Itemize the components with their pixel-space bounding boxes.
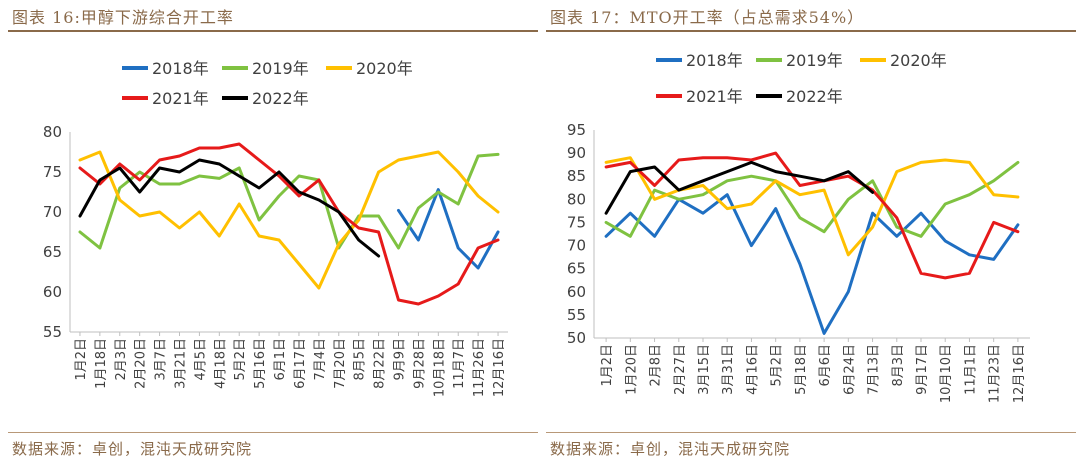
x-tick-label: 6月17日 [293,338,308,389]
x-tick-label: 5月2日 [233,338,248,381]
x-tick-label: 1月18日 [94,338,109,389]
legend-label: 2018年 [152,59,209,78]
series-line-2020年 [78,150,500,290]
x-tick-label: 7月20日 [333,338,348,389]
x-tick-label: 2月3日 [114,338,129,381]
x-tick-label: 3月15日 [697,344,712,395]
title-rule [546,30,1076,32]
legend-label: 2021年 [686,87,743,106]
legend-label: 2019年 [786,51,843,70]
legend-label: 2021年 [152,89,209,108]
y-tick-label: 50 [567,329,586,347]
x-tick-label: 2月8日 [649,344,664,387]
y-tick-label: 95 [567,121,586,139]
legend-label: 2020年 [890,51,947,70]
series-line-2022年 [78,158,381,258]
y-tick-label: 70 [567,237,586,255]
x-tick-label: 3月31日 [721,344,736,395]
y-tick-label: 70 [43,203,62,221]
x-tick-label: 8月3日 [891,344,906,387]
x-tick-label: 7月13日 [867,344,882,395]
legend-label: 2019年 [252,59,309,78]
y-tick-label: 65 [567,260,586,278]
chart-svg-right: 50 55 60 65 70 75 80 85 90 95 1月2日 1月20日 2月8日 2月27日 3月… [567,51,1030,403]
x-tick-label: 6月1日 [273,338,288,381]
legend-label: 2020年 [356,59,413,78]
x-tick-label: 10月18日 [432,338,447,397]
x-tick-label: 9月9日 [393,338,408,381]
y-tick-label: 60 [43,283,62,301]
chart-title: 图表 17：MTO开工率（占总需求54%） [550,8,865,27]
x-tick-label: 5月2日 [770,344,785,387]
series-line-2018年 [397,188,500,270]
y-tick-label: 80 [567,190,586,208]
x-tick-label: 9月17日 [915,344,930,395]
x-tick-label: 6月24日 [842,344,857,395]
x-tick-label: 11月7日 [452,338,467,389]
series-line-2019年 [604,160,1020,238]
series-line-2021年 [604,151,1020,280]
y-tick-label: 85 [567,167,586,185]
series-line-2022年 [604,160,875,215]
chart-svg-left: 55 60 65 70 75 80 1月2日 1月18日 2月3日 2月20日 3月7日 3月21日 4… [43,59,508,397]
x-tick-label: 4月16日 [745,344,760,395]
series-line-2018年 [604,193,1020,335]
x-tick-label: 4月18日 [213,338,228,389]
x-tick-label: 8月5日 [353,338,368,381]
chart-panel-right: 图表 17：MTO开工率（占总需求54%） 50 55 60 65 70 75 80 85 90… [546,0,1076,470]
series-line-2020年 [604,156,1020,257]
x-tick-label: 12月16日 [492,338,507,397]
x-tick-label: 11月26日 [472,338,487,397]
x-tick-label: 1月2日 [600,344,615,387]
legend-label: 2022年 [252,89,309,108]
chart-source: 数据来源：卓创，混沌天成研究院 [550,440,791,458]
x-tick-label: 4月5日 [193,338,208,381]
x-tick-label: 1月2日 [74,338,89,381]
source-rule [8,432,538,433]
chart-title: 图表 16:甲醇下游综合开工率 [12,8,234,27]
legend-label: 2022年 [786,87,843,106]
x-tick-label: 8月22日 [373,338,388,389]
y-tick-label: 55 [43,323,62,341]
x-tick-label: 5月16日 [253,338,268,389]
chart-source: 数据来源：卓创，混沌天成研究院 [12,440,253,458]
x-tick-label: 7月4日 [313,338,328,381]
x-tick-label: 5月18日 [794,344,809,395]
y-tick-label: 80 [43,123,62,141]
x-tick-label: 11月23日 [988,344,1003,403]
y-tick-label: 65 [43,243,62,261]
x-tick-label: 2月20日 [134,338,149,389]
x-tick-label: 10月10日 [939,344,954,403]
legend-label: 2018年 [686,51,743,70]
y-tick-label: 60 [567,283,586,301]
x-tick-label: 3月7日 [154,338,169,381]
x-tick-label: 9月28日 [412,338,427,389]
title-rule [8,30,538,32]
y-tick-label: 75 [567,213,586,231]
x-tick-label: 11月1日 [963,344,978,395]
x-tick-label: 3月21日 [174,338,189,389]
chart-panel-left: 图表 16:甲醇下游综合开工率 55 60 65 70 75 80 1月2日 1月18日 2月3… [8,0,538,470]
source-rule [546,432,1076,433]
x-tick-label: 2月27日 [673,344,688,395]
y-tick-label: 55 [567,306,586,324]
x-tick-label: 1月20日 [624,344,639,395]
x-tick-label: 12月16日 [1012,344,1027,403]
y-tick-label: 75 [43,163,62,181]
x-tick-label: 6月6日 [818,344,833,387]
y-tick-label: 90 [567,144,586,162]
series-line-2021年 [78,142,500,306]
